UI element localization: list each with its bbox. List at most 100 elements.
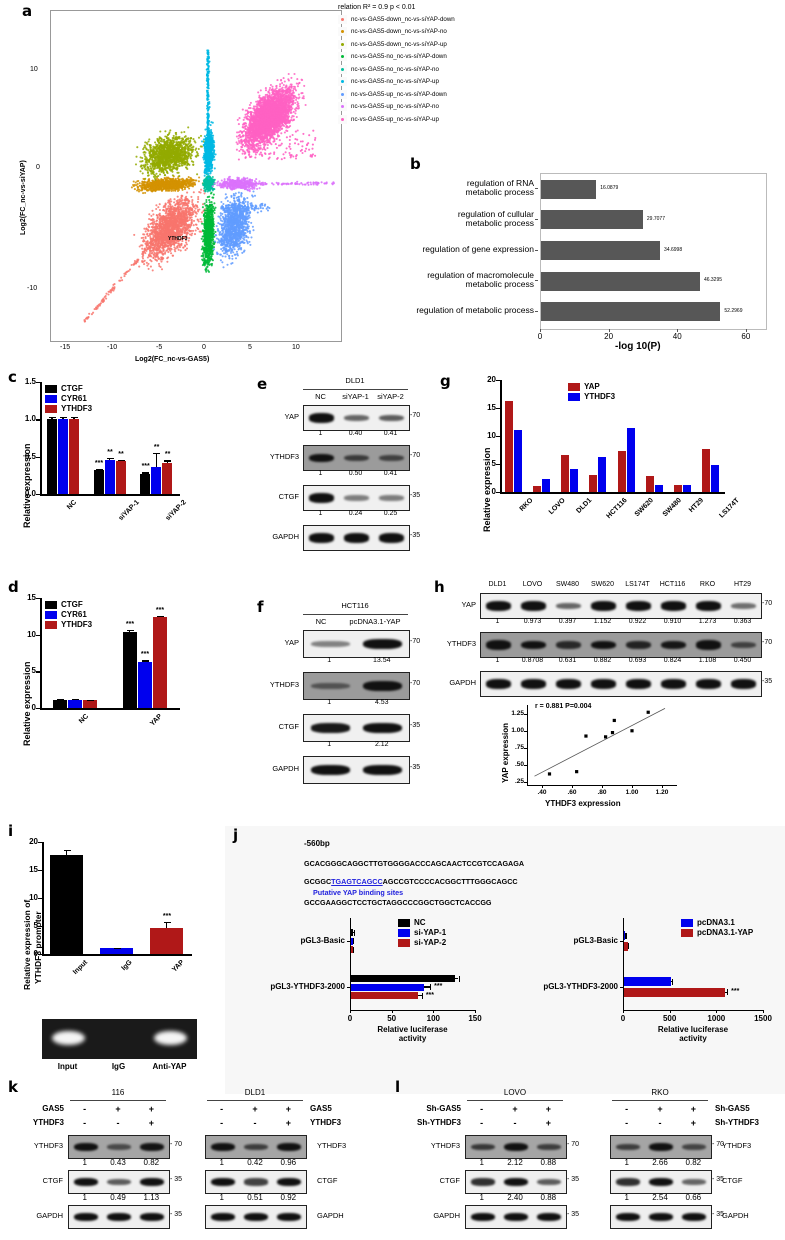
blot-box: [480, 632, 762, 658]
panel-b-bar-value: 16.0879: [600, 185, 619, 192]
blot-band: [590, 601, 617, 611]
scatter-x-tick-label: .80: [597, 789, 607, 796]
panel-a-xtick-10: 10: [292, 344, 300, 351]
panel-b-bar: [541, 302, 721, 322]
bar: [682, 485, 691, 492]
panel-b-category-label: regulation of metabolic process: [416, 305, 534, 316]
panel-b-tick: [535, 218, 538, 220]
x-axis: [500, 492, 725, 494]
panel-b-plot: [540, 173, 767, 330]
panel-i-plot: 0 5 10 15 20 Input IgG *** YAP: [29, 837, 197, 977]
error-cap: [117, 459, 125, 461]
y-tick-label: 10: [29, 893, 38, 902]
condition-value: -: [83, 1104, 87, 1114]
x-tick-label: 0: [347, 1014, 353, 1023]
panel-a-xtick-0: 0: [202, 344, 206, 351]
bar: [351, 946, 353, 953]
condition-label: Sh-GAS5: [426, 1104, 461, 1113]
x-tick-label: 100: [426, 1014, 440, 1023]
category-label: SW620: [633, 497, 655, 519]
legend-item: nc-vs-GAS5-up_nc-vs-siYAP-down: [338, 88, 538, 101]
significance-marker: ***: [731, 988, 740, 996]
y-tick-label: 15: [29, 865, 38, 874]
blot-band: [378, 495, 405, 501]
panel-i-label: i: [8, 822, 14, 840]
bar: [152, 617, 167, 708]
bar: [351, 929, 354, 936]
bar: [151, 467, 162, 494]
y-axis: [40, 598, 42, 708]
blot-box: [303, 756, 410, 784]
panel-b-tick: [535, 310, 538, 312]
panel-b-xlabel: -log 10(P): [615, 341, 661, 352]
panel-h-blots: DLD1 LOVO SW480 SW620 LS174T HCT116 RKO HT29 YAP…: [432, 578, 785, 708]
blot-quant-value: 0.973: [523, 618, 542, 625]
category-label: NC: [66, 499, 79, 512]
blot-band: [730, 603, 757, 609]
blot-protein-label: YTHDF3: [722, 1141, 752, 1150]
panel-a-plot-area: [50, 10, 342, 342]
panel-a-legend: relation R² = 0.9 p < 0.01 nc-vs-GAS5-do…: [338, 4, 538, 126]
bar: [505, 400, 514, 492]
blot-band: [730, 679, 757, 689]
chart-legend: pcDNA3.1 pcDNA3.1-YAP: [681, 918, 753, 938]
scatter-x-tick: [572, 785, 573, 788]
error-cap: [70, 417, 78, 419]
bar: [67, 699, 82, 708]
seq-2-binding-site: TGAGTCAGCC: [331, 877, 383, 886]
error-cap: [63, 849, 71, 852]
panel-b-bar: [541, 179, 597, 199]
category-label: HCT116: [605, 497, 630, 521]
blot-protein-label: YTHDF3: [33, 1141, 63, 1150]
x-axis: [42, 954, 192, 956]
bar: [68, 418, 79, 494]
category-label: YAP: [171, 959, 186, 974]
blot-mw-label: -70: [410, 452, 421, 459]
blot-protein-label: CTGF: [317, 1176, 338, 1185]
blot-quant-value: 0.49: [110, 1193, 126, 1202]
legend-item: si-YAP-1: [398, 928, 446, 937]
significance-marker: **: [107, 449, 113, 457]
condition-value: -: [625, 1104, 629, 1114]
bar: [351, 975, 456, 982]
y-tick: [36, 494, 40, 496]
blot-protein-label: GAPDH: [317, 1211, 344, 1220]
blot-quant-value: 0.882: [593, 657, 612, 664]
blot-box: [68, 1135, 170, 1159]
blot-band: [73, 1212, 98, 1222]
condition-value: +: [690, 1104, 696, 1114]
y-tick: [496, 380, 500, 382]
panel-b-xtick-label: 0: [537, 332, 543, 341]
bar: [104, 459, 115, 494]
scatter-x-tick: [542, 785, 543, 788]
y-axis: [42, 842, 44, 954]
blot-protein-label: CTGF: [722, 1176, 743, 1185]
legend-swatch: [338, 77, 347, 87]
chart-legend: NC si-YAP-1 si-YAP-2: [398, 918, 446, 948]
panel-b-category-label: regulation of gene expression: [422, 244, 534, 254]
blot-band: [140, 1177, 165, 1187]
scatter-points: [534, 708, 666, 777]
panel-j-right-chart: pGL3-Basic *** pGL3-YTHDF3-2000 0 500 1000 150…: [503, 918, 783, 1078]
blot-lane-label: NC: [315, 392, 326, 401]
y-tick-label: 5: [491, 459, 496, 468]
bar: [115, 461, 126, 494]
error-bar: [166, 922, 168, 928]
bar: [617, 451, 626, 492]
panel-b-tick: [535, 280, 538, 282]
gel-band: [154, 1031, 187, 1045]
panel-g: g Relative expression YAP YTHDF3 0 5 10 15 20…: [440, 372, 785, 572]
error-bar: [424, 986, 431, 988]
scatter-x-tick-label: 1.00: [625, 789, 639, 796]
blot-protein-label: YTHDF3: [317, 1141, 347, 1150]
blot-band: [504, 1142, 528, 1152]
panel-f-blots: NC pcDNA3.1-YAP YAP -70 1 13.54 YTHDF3 -70 1 4.53…: [255, 598, 445, 818]
scatter-x-tick: [632, 785, 633, 788]
bar: [542, 479, 551, 492]
error-cap: [672, 978, 674, 985]
panel-b-xtick-label: 60: [741, 332, 751, 341]
blot-lane-label: NC: [315, 617, 327, 626]
legend-item: CTGF: [45, 384, 92, 393]
blot-quant-value: 0.51: [247, 1193, 263, 1202]
blot-box: [610, 1205, 712, 1229]
